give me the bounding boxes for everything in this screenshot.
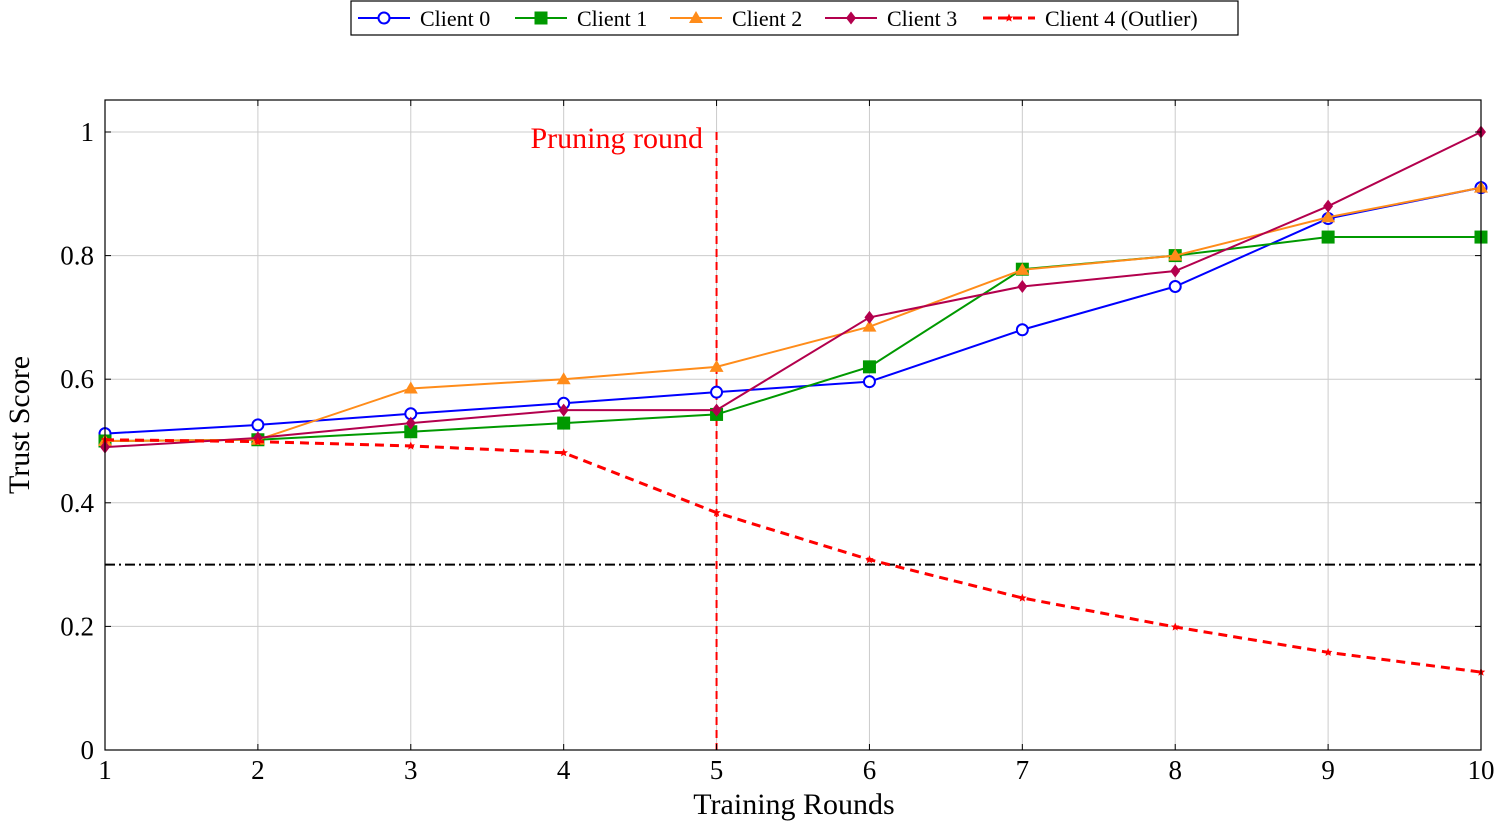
y-axis-title: Trust Score <box>3 356 36 494</box>
legend-entry-2: Client 2 <box>670 6 802 31</box>
x-axis-title: Training Rounds <box>693 788 894 821</box>
series-4-point <box>865 555 874 564</box>
legend-swatch-marker <box>1004 13 1014 22</box>
series-4-line <box>104 438 1482 674</box>
legend-entry-0: Client 0 <box>358 6 490 31</box>
series-0-point <box>251 418 265 432</box>
series-2-point <box>403 381 418 394</box>
series-1-point <box>862 360 876 374</box>
y-tick-label: 0.8 <box>60 241 94 271</box>
series-2-point <box>556 372 571 385</box>
legend-label: Client 3 <box>887 6 957 31</box>
series-3-point <box>1323 199 1334 213</box>
series-1 <box>98 230 1488 448</box>
series-0-point <box>1168 280 1182 293</box>
legend-label: Client 4 (Outlier) <box>1045 6 1198 31</box>
series-4-point <box>559 448 568 457</box>
legend-entry-1: Client 1 <box>515 6 647 31</box>
legend-entry-4: Client 4 (Outlier) <box>983 6 1198 31</box>
series-0-line <box>104 186 1482 435</box>
x-tick-label: 10 <box>1468 755 1495 785</box>
reference-lines <box>105 132 1481 750</box>
series-4-point <box>253 437 263 446</box>
series-3 <box>100 125 1486 454</box>
plot-frame <box>104 99 1482 751</box>
series-4-point <box>712 508 721 517</box>
x-tick-label: 9 <box>1321 755 1335 785</box>
x-tick-label: 7 <box>1016 755 1030 785</box>
y-tick-label: 1 <box>81 117 95 147</box>
series-0-point <box>862 375 876 389</box>
legend-label: Client 0 <box>420 6 490 31</box>
series-4-point <box>1170 622 1180 631</box>
series-4 <box>100 435 1486 676</box>
series-3-line <box>104 131 1482 449</box>
y-tick-label: 0.4 <box>60 488 94 518</box>
series-2-point <box>1168 248 1183 261</box>
legend-swatch-marker <box>534 11 548 25</box>
series-1-point <box>557 416 571 430</box>
legend-label: Client 1 <box>577 6 647 31</box>
series-2-point <box>709 359 724 372</box>
legend-label: Client 2 <box>732 6 802 31</box>
series-1-line <box>104 236 1481 442</box>
series-3-point <box>864 310 875 324</box>
x-tick-label: 8 <box>1168 755 1182 785</box>
legend-entry-3: Client 3 <box>825 6 957 31</box>
series-3-point <box>711 403 722 417</box>
x-tick-label: 5 <box>710 755 724 785</box>
y-tick-label: 0 <box>81 735 95 765</box>
series-2-point <box>862 319 877 332</box>
series-4-point <box>1323 647 1333 656</box>
series-3-point <box>1017 280 1028 293</box>
series-2-point <box>1015 262 1030 275</box>
series-0-point <box>1015 323 1029 337</box>
chart-legend: Client 0 Client 1 Client 2 Client 3 Client 4… <box>350 0 1239 36</box>
series-3-point <box>405 416 416 430</box>
series-1-point <box>1321 230 1335 244</box>
y-tick-label: 0.2 <box>60 611 94 641</box>
legend-swatch-marker <box>846 11 856 25</box>
series-3-point <box>1170 264 1181 278</box>
series-2 <box>98 180 1488 446</box>
series-3-point <box>558 403 569 417</box>
series-2-point <box>1321 210 1336 223</box>
pruning-round-annotation: Pruning round <box>531 122 704 155</box>
series-4-point <box>1018 593 1027 602</box>
y-tick-label: 0.6 <box>60 364 94 394</box>
legend-swatch-marker <box>377 11 391 25</box>
series-0 <box>98 181 1488 441</box>
y-axis-ticks: 0 0.2 0.4 0.6 0.8 1 <box>60 117 1481 765</box>
x-tick-label: 4 <box>557 755 571 785</box>
chart-grid <box>104 100 1482 751</box>
series-0-point <box>710 385 724 399</box>
series-4-point <box>406 441 416 450</box>
x-tick-label: 6 <box>863 755 877 785</box>
series-1-point <box>404 425 418 439</box>
x-axis-ticks: 1 2 3 4 5 6 7 8 9 10 <box>98 100 1495 785</box>
legend-frame <box>350 0 1239 36</box>
x-tick-label: 1 <box>98 755 112 785</box>
legend-swatch-marker <box>689 11 703 23</box>
x-tick-label: 3 <box>404 755 418 785</box>
x-tick-label: 2 <box>251 755 265 785</box>
series-2-line <box>104 186 1482 442</box>
series-layer <box>98 125 1488 676</box>
